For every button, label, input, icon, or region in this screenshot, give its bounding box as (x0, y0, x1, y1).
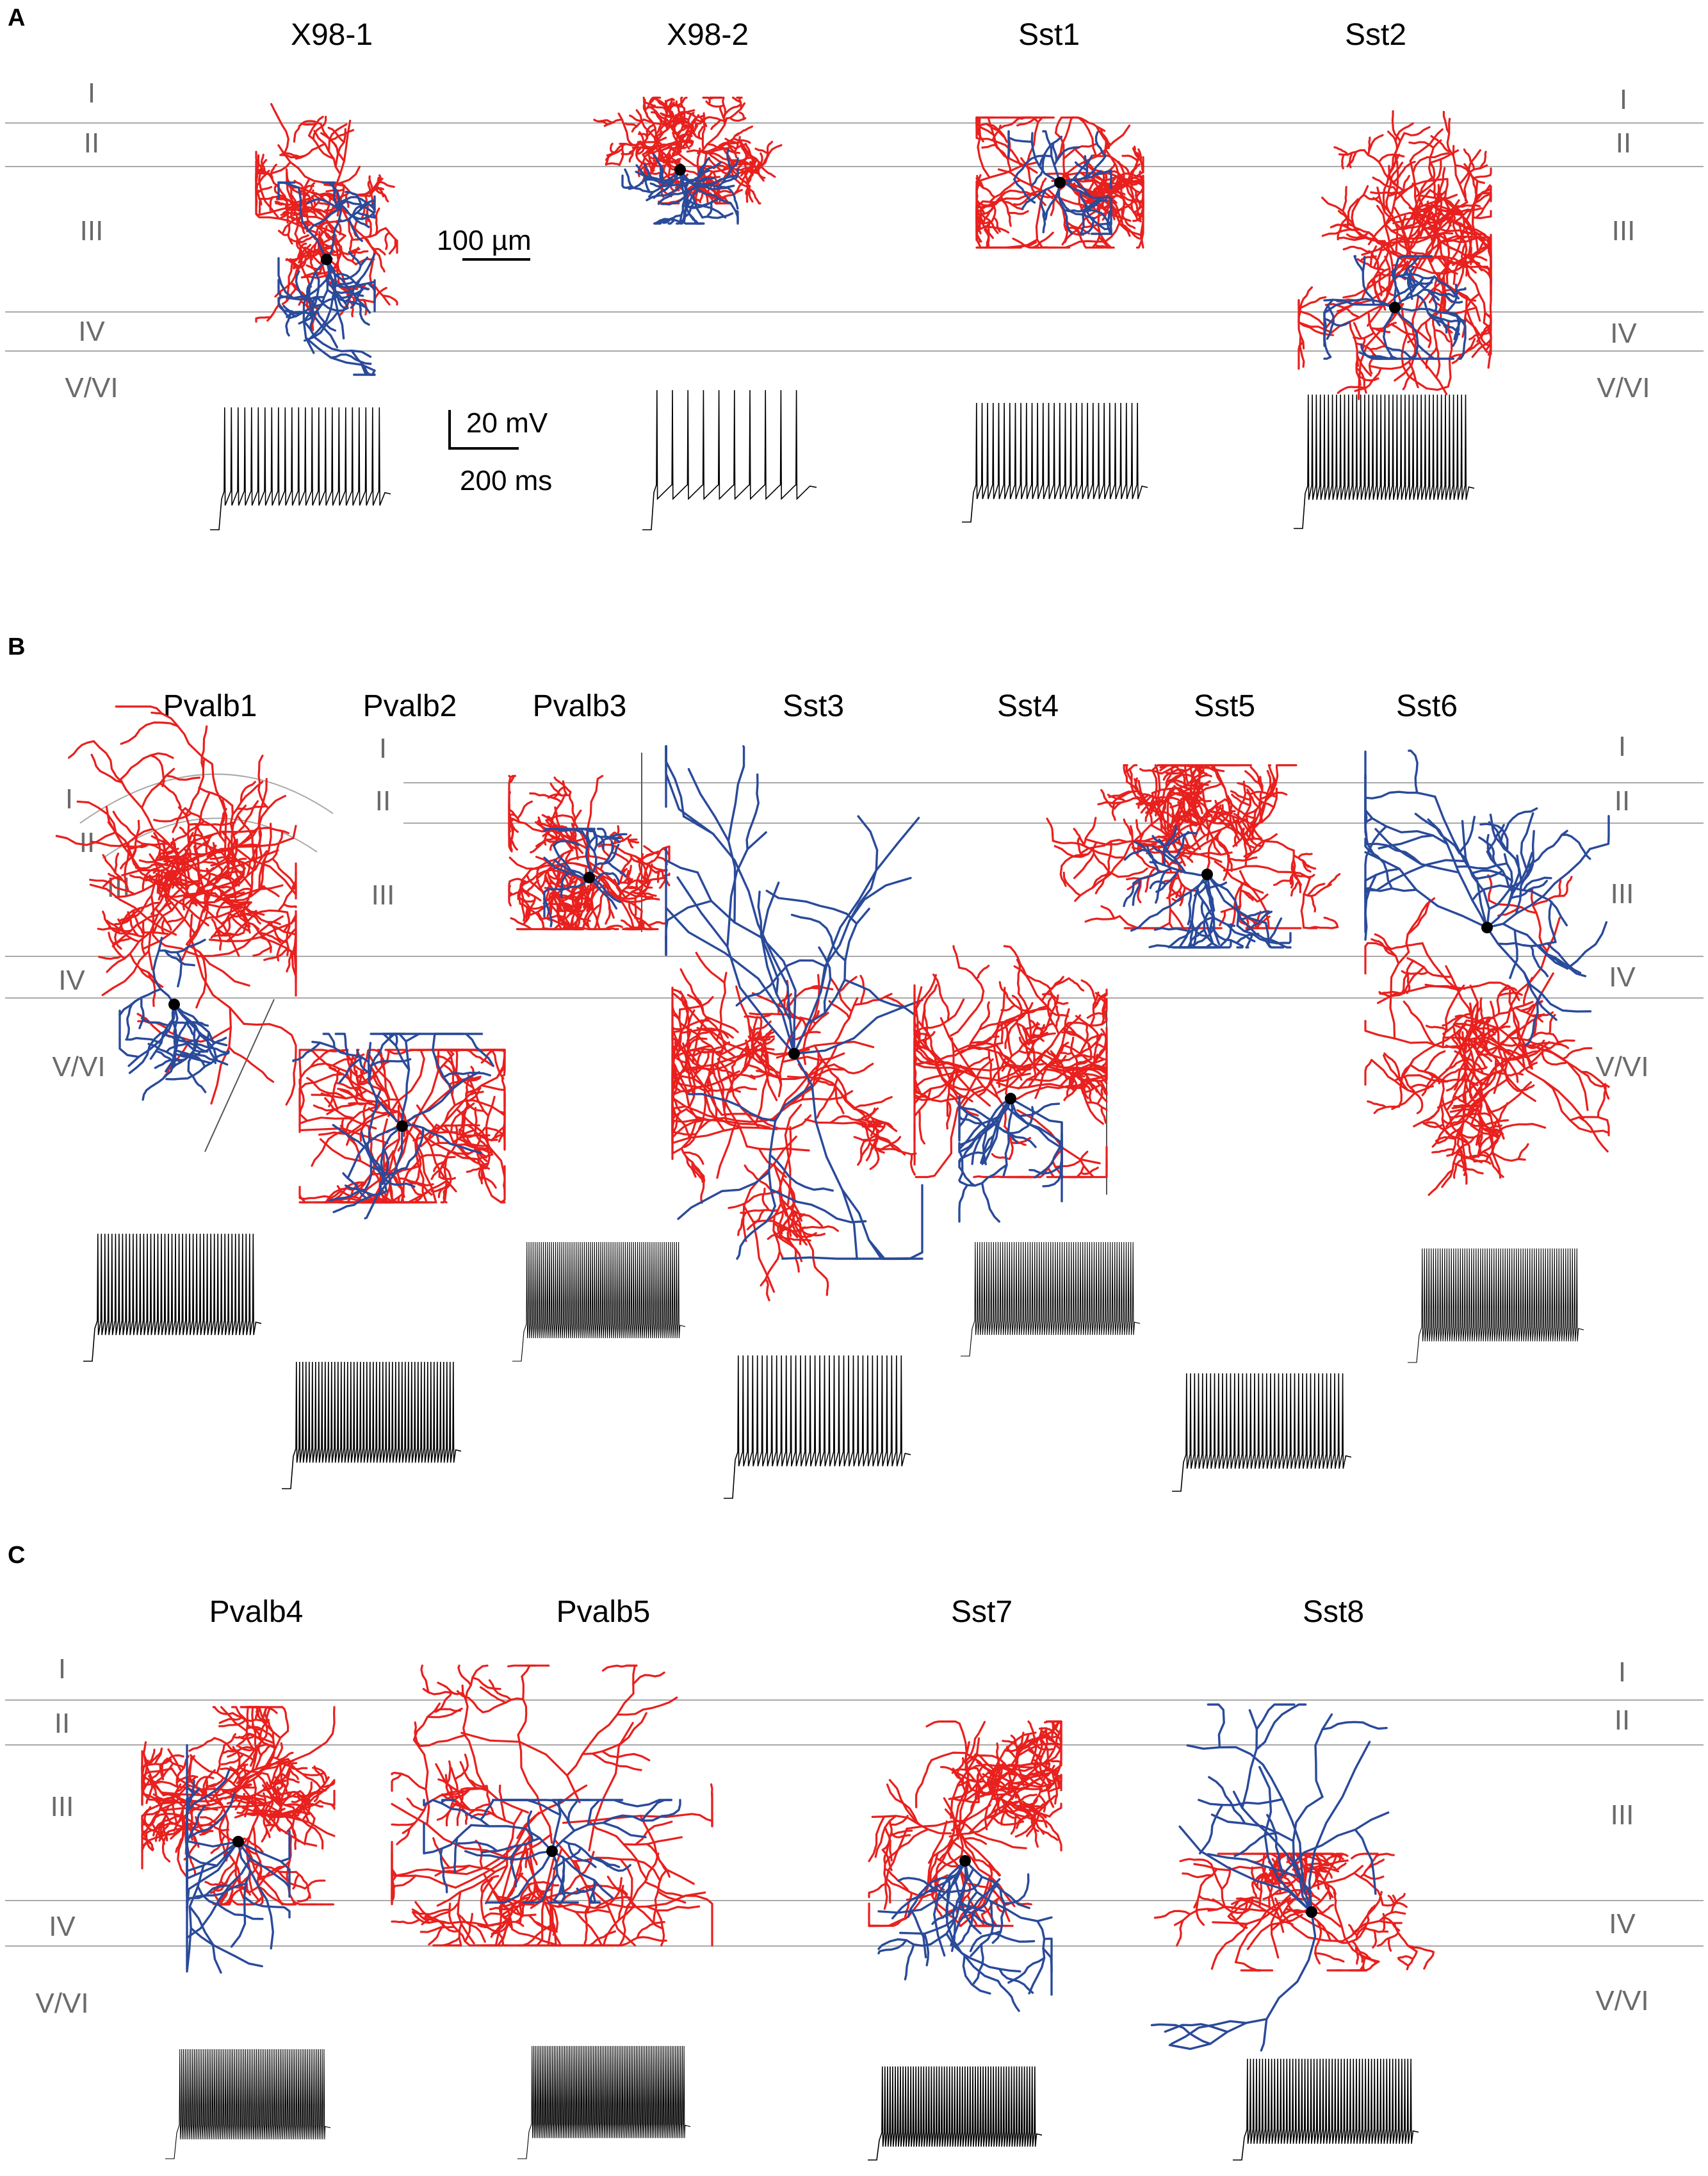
cell-label: Pvalb5 (557, 1595, 651, 1629)
layer-label: IV (1609, 1908, 1636, 1940)
layer-label: II (54, 1708, 70, 1739)
layer-label: I (1618, 1657, 1626, 1688)
cell-label: Sst8 (1303, 1595, 1364, 1629)
neuron-sst7 (868, 1720, 1062, 2012)
cell-label: Sst7 (951, 1595, 1013, 1629)
cell-label: Sst5 (1194, 689, 1255, 723)
neuron-pvalb1 (55, 705, 297, 1106)
voltage-trace-sst2 (1294, 394, 1475, 529)
voltage-trace-sst1 (962, 402, 1148, 523)
voltage-trace-sst5 (1172, 1373, 1352, 1492)
panel-b-letter: B (8, 634, 25, 660)
cell-label: Sst2 (1345, 18, 1406, 52)
layer-label: III (371, 879, 395, 911)
layer-label: III (51, 1791, 74, 1822)
voltage-trace-pvalb4 (165, 2049, 331, 2159)
layer-label: I (88, 78, 95, 109)
time-scale-label: 200 ms (460, 465, 552, 496)
panel-c-letter: C (8, 1542, 25, 1569)
ephys-scale-bar (448, 410, 519, 450)
cell-label: Sst4 (997, 689, 1059, 723)
cell-label: Pvalb4 (209, 1595, 304, 1629)
voltage-trace-x98-2 (642, 389, 817, 530)
cell-label: Pvalb3 (533, 689, 627, 723)
voltage-trace-sst6 (1408, 1248, 1584, 1363)
voltage-trace-sst7 (868, 2066, 1043, 2161)
voltage-trace-pvalb1 (83, 1233, 262, 1362)
layer-label: II (1616, 127, 1631, 159)
layer-label: V/VI (1597, 372, 1650, 404)
layer-label: II (375, 785, 391, 817)
voltage-trace-sst3 (724, 1355, 911, 1499)
voltage-trace-pvalb3 (512, 1241, 686, 1362)
neuron-pvalb2 (292, 1033, 506, 1220)
layer-label: III (80, 215, 104, 247)
layer-label: V/VI (35, 1988, 88, 2019)
voltage-trace-pvalb5 (517, 2045, 691, 2159)
layer-label: V/VI (1595, 1985, 1648, 2016)
layer-label: IV (49, 1911, 76, 1942)
voltage-trace-pvalb2 (282, 1361, 462, 1489)
neuron-x98-1 (255, 102, 398, 376)
layer-label: IV (1610, 318, 1637, 349)
voltage-trace-sst4 (961, 1241, 1141, 1357)
cell-label: X98-2 (667, 18, 749, 52)
layer-label: V/VI (1595, 1051, 1648, 1083)
neuron-sst8 (1150, 1703, 1435, 2052)
neuron-sst1 (975, 116, 1144, 249)
layer-label: I (379, 733, 387, 764)
cell-label: Pvalb1 (163, 689, 257, 723)
layer-label: I (65, 783, 73, 815)
cell-label: Sst1 (1018, 18, 1080, 52)
panel-a-letter: A (8, 4, 25, 31)
layer-label: III (1611, 878, 1634, 910)
cell-label: Sst3 (783, 689, 844, 723)
curved-pia-boundary (79, 773, 334, 824)
layer-label: III (1611, 1799, 1634, 1831)
layer-label: V/VI (65, 372, 118, 404)
layer-label: I (58, 1653, 66, 1685)
length-scale-label: 100 µm (437, 225, 532, 256)
neuron-pvalb3 (508, 774, 671, 931)
panel-b: B I II III I II III IV V/VI I II III IV … (5, 634, 1704, 1499)
panel-c: C I II III IV V/VI I II III IV V/VI Pval… (5, 1542, 1704, 2161)
neuron-pvalb5 (391, 1664, 713, 1947)
cell-label: Pvalb2 (363, 689, 457, 723)
neuron-sst4 (913, 945, 1108, 1223)
cell-label: Sst6 (1396, 689, 1458, 723)
voltage-trace-x98-1 (210, 407, 391, 530)
cell-label: X98-1 (291, 18, 373, 52)
neuron-sst3 (665, 745, 923, 1302)
slice-edge-line (204, 999, 275, 1152)
neuron-x98-2 (593, 96, 783, 225)
voltage-trace-sst8 (1233, 2058, 1419, 2161)
layer-label: IV (58, 965, 85, 996)
layer-label: III (1612, 215, 1636, 247)
layer-label: IV (1609, 961, 1636, 993)
layer-label: II (1614, 1705, 1630, 1736)
layer-label: I (1618, 731, 1626, 762)
neuron-sst5 (1046, 764, 1341, 949)
panel-a: A I II III IV V/VI I II III IV V/VI X98-… (5, 4, 1704, 530)
layer-label: V/VI (52, 1051, 105, 1083)
neuron-sst6 (1364, 749, 1610, 1196)
voltage-scale-label: 20 mV (466, 407, 548, 439)
layer-label: II (1614, 785, 1630, 817)
layer-label: I (1620, 84, 1627, 115)
layer-label: II (84, 127, 99, 159)
layer-label: IV (78, 316, 105, 347)
neuron-pvalb4 (141, 1706, 336, 1974)
neuron-sst2 (1297, 110, 1492, 400)
